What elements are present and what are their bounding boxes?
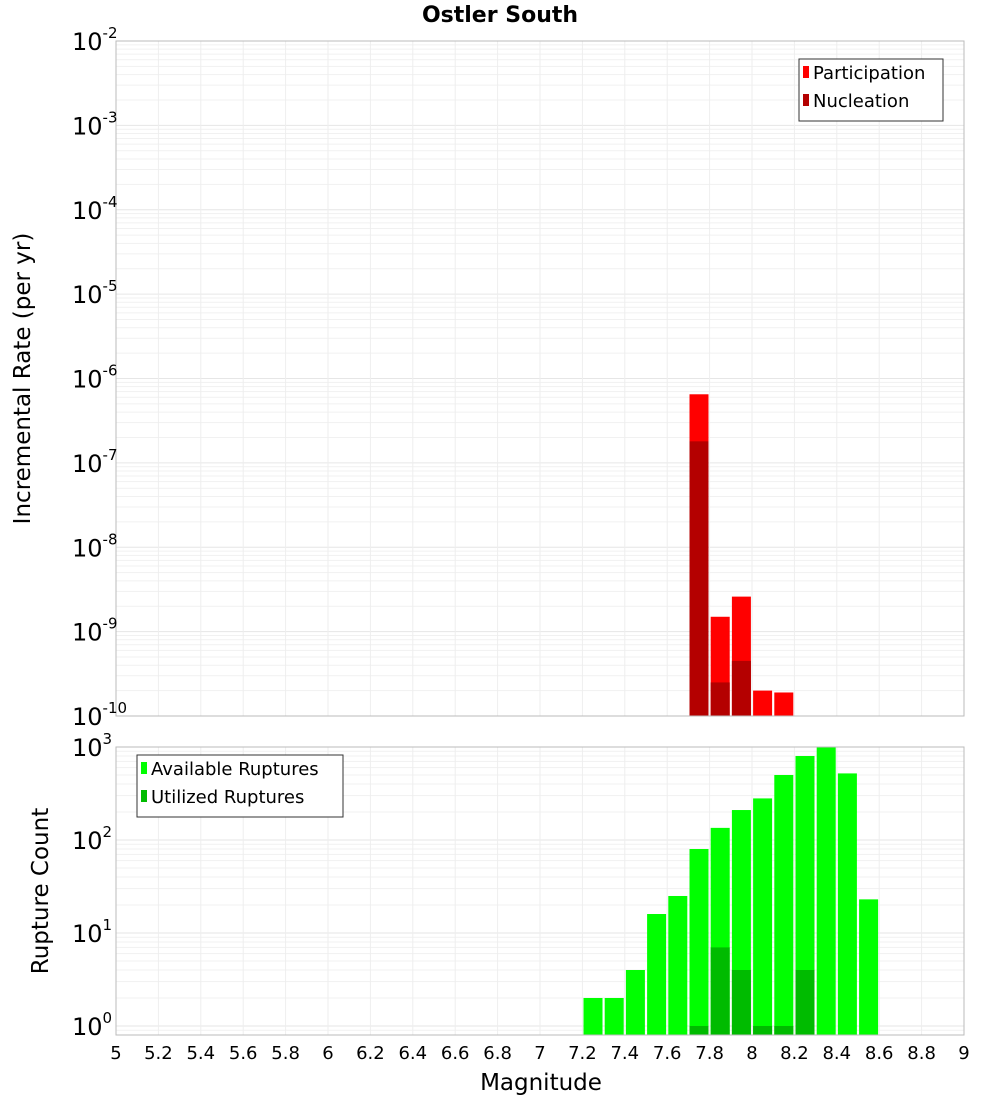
bar-participation [753, 690, 773, 716]
y-tick-label: 10-5 [72, 277, 118, 309]
bar-utilized-ruptures [753, 1025, 773, 1035]
bar-nucleation [689, 441, 709, 716]
x-tick-label: 6.6 [441, 1043, 470, 1064]
bar-available-ruptures [647, 914, 667, 1035]
bar-available-ruptures [604, 997, 624, 1035]
bar-available-ruptures [795, 756, 815, 1035]
plot-frame [115, 746, 965, 1036]
x-tick-label: 8.8 [907, 1043, 936, 1064]
x-tick-label: 8.4 [822, 1043, 851, 1064]
x-tick-label: 6.8 [483, 1043, 512, 1064]
y-tick-label: 10-8 [72, 530, 118, 562]
y-tick-label: 10-7 [72, 446, 118, 478]
legend-swatch [141, 790, 147, 802]
bar-available-ruptures [668, 895, 688, 1035]
plot-frame [115, 40, 965, 717]
legend-swatch [803, 94, 809, 106]
x-tick-label: 7.2 [568, 1043, 597, 1064]
bar-participation [774, 692, 794, 716]
legend: Available Ruptures Utilized Ruptures [136, 754, 344, 818]
panel-top: 10-2 10-3 10-4 10-5 10-6 10-7 10-8 10-9 10-10 Inc… [10, 24, 965, 731]
x-tick-label: 8 [746, 1043, 757, 1064]
y-tick-label: 10-10 [72, 699, 127, 731]
y-tick-label: 10-2 [72, 24, 118, 56]
x-tick-label: 6.4 [398, 1043, 427, 1064]
x-tick-labels: 5 5.2 5.4 5.6 5.8 6 6.2 6.4 6.6 6.8 7 7.2 7.4 7.6 7.8 8… [110, 1043, 969, 1064]
bar-utilized-ruptures [774, 1025, 794, 1035]
x-tick-label: 8.2 [780, 1043, 809, 1064]
y-tick-label: 10-9 [72, 615, 118, 647]
bar-available-ruptures [583, 997, 603, 1035]
bar-utilized-ruptures [710, 947, 730, 1035]
legend-box [136, 754, 344, 818]
bar-available-ruptures [774, 774, 794, 1035]
legend-box [798, 58, 944, 122]
bar-utilized-ruptures [689, 1025, 709, 1035]
legend: Participation Nucleation [798, 58, 944, 122]
y-tick-label: 10-3 [72, 108, 118, 140]
bar-available-ruptures [837, 773, 857, 1035]
bar-available-ruptures [689, 849, 709, 1035]
x-axis-title: Magnitude [480, 1070, 602, 1096]
legend-swatch [803, 66, 809, 78]
legend-label: Participation [813, 63, 925, 84]
y-tick-label: 101 [72, 916, 112, 948]
panel-bottom: 103 102 101 100 Rupture Count Available Ruptu… [28, 730, 965, 1041]
bar-utilized-ruptures [795, 969, 815, 1035]
x-tick-label: 6 [322, 1043, 333, 1064]
x-tick-label: 5 [110, 1043, 121, 1064]
bar-available-ruptures [753, 798, 773, 1035]
y-tick-label: 10-4 [72, 193, 118, 225]
y-tick-label: 100 [72, 1009, 112, 1041]
y-tick-label: 10-6 [72, 362, 118, 394]
bar-available-ruptures [625, 969, 645, 1035]
legend-swatch [141, 762, 147, 774]
y-axis-title: Incremental Rate (per yr) [10, 233, 36, 525]
x-tick-label: 7.6 [653, 1043, 682, 1064]
legend-label: Nucleation [813, 91, 909, 112]
bar-available-ruptures [816, 747, 836, 1035]
bar-available-ruptures [859, 899, 879, 1035]
x-tick-label: 7.4 [610, 1043, 639, 1064]
bar-utilized-ruptures [731, 969, 751, 1035]
x-tick-label: 5.4 [186, 1043, 215, 1064]
y-tick-label: 102 [72, 823, 112, 855]
x-tick-label: 5.2 [144, 1043, 173, 1064]
legend-label: Utilized Ruptures [151, 787, 304, 808]
y-axis-title: Rupture Count [28, 808, 54, 974]
chart-title: Ostler South [422, 3, 578, 28]
x-tick-label: 7.8 [695, 1043, 724, 1064]
x-tick-label: 7 [534, 1043, 545, 1064]
bar-nucleation [731, 660, 751, 716]
x-tick-label: 5.8 [271, 1043, 300, 1064]
y-tick-label: 103 [72, 730, 112, 762]
x-tick-label: 8.6 [865, 1043, 894, 1064]
x-tick-label: 5.6 [229, 1043, 258, 1064]
x-tick-label: 9 [958, 1043, 969, 1064]
bar-nucleation [710, 682, 730, 716]
legend-label: Available Ruptures [151, 759, 319, 780]
x-tick-label: 6.2 [356, 1043, 385, 1064]
